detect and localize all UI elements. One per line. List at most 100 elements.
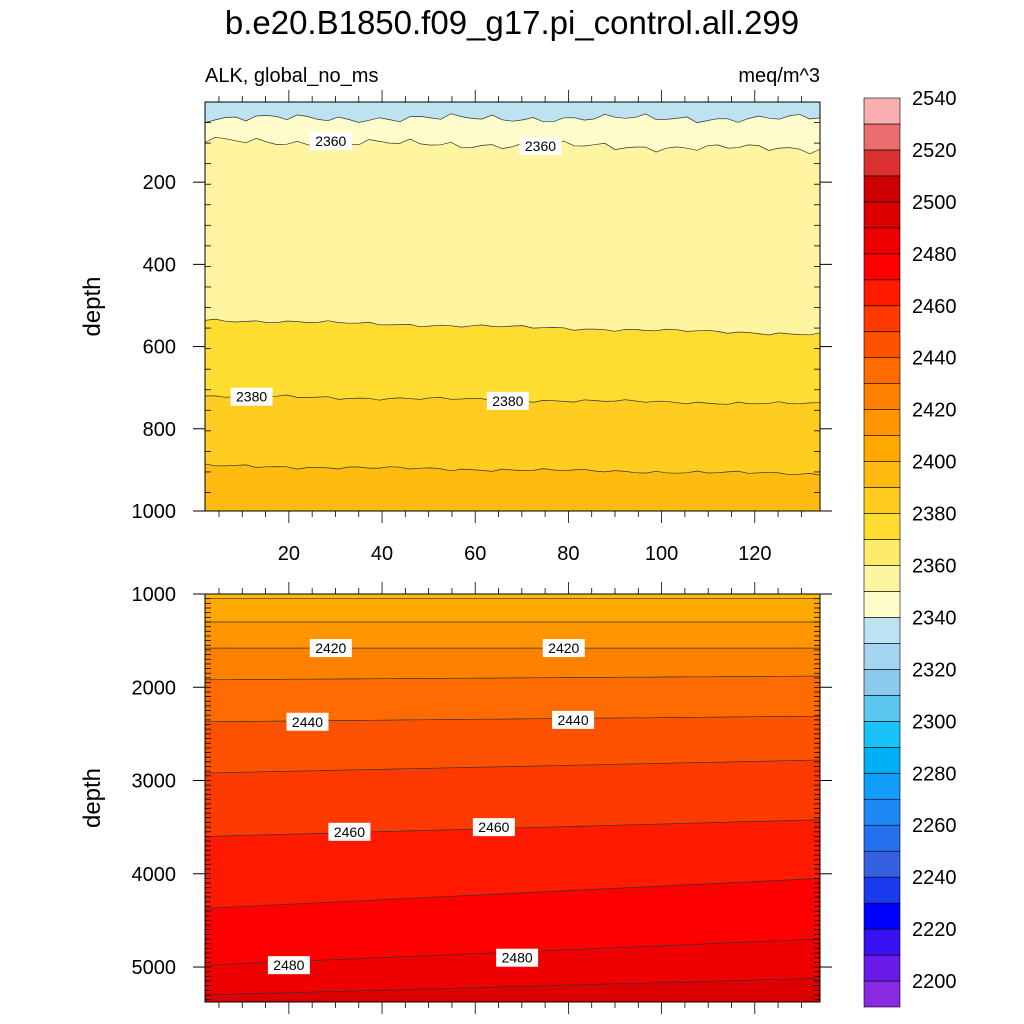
contour-label-text: 2440 [292, 714, 323, 730]
colorbar-box [863, 902, 901, 930]
contour-line [205, 878, 820, 909]
colorbar-label: 2300 [912, 711, 957, 733]
colorbar-box [863, 253, 901, 281]
colorbar-box [863, 591, 901, 618]
contour-band [205, 978, 820, 1002]
contour-label-box [519, 136, 562, 155]
contour-band [205, 464, 820, 511]
x-tick-label: 60 [464, 543, 486, 565]
contour-label: 2360 [519, 136, 562, 155]
contour-label: 2460 [328, 822, 371, 841]
contour-label-box [309, 132, 352, 151]
colorbar-box [863, 149, 901, 177]
x-tick-label: 40 [371, 543, 393, 565]
contour-label: 2380 [486, 391, 529, 410]
x-tick-label: 100 [645, 543, 678, 565]
y-tick-label: 3000 [132, 771, 177, 793]
colorbar-label: 2500 [912, 192, 957, 214]
contour-label-box [230, 387, 273, 406]
contour-label: 2440 [286, 712, 329, 731]
plot-frame-upper [204, 101, 821, 512]
contour-fills-lower: 2420 2420 2440 2440 2460 2460 2480 2480 [205, 594, 820, 1002]
y-tick-label: 800 [143, 419, 176, 441]
chart-subtitle-units: meq/m^3 [738, 65, 820, 87]
colorbar-box [863, 175, 901, 203]
contour-label-box [486, 391, 529, 410]
chart-subtitle-variable: ALK, global_no_ms [205, 65, 378, 87]
colorbar-box [863, 954, 901, 982]
contour-label-text: 2380 [492, 393, 523, 409]
x-tick-label: 20 [278, 543, 300, 565]
colorbar-box [863, 721, 901, 748]
plot-area: 2360 2360 2380 2380 200 400 600 800 1000 20 40 60 80… [79, 90, 832, 1014]
colorbar-label: 2260 [912, 815, 957, 837]
colorbar-box [863, 746, 901, 774]
colorbar-box [863, 695, 901, 722]
y-tick-label: 5000 [132, 957, 177, 979]
contour-label-text: 2420 [548, 640, 579, 656]
colorbar-box [863, 201, 901, 229]
colorbar-box [863, 850, 901, 878]
axes-lower: 1000 2000 3000 4000 5000 depth [79, 582, 832, 1014]
contour-label: 2480 [267, 956, 310, 975]
colorbar-label: 2420 [912, 400, 957, 422]
contour-label: 2460 [472, 818, 515, 837]
contour-label-text: 2360 [315, 133, 346, 149]
contour-label-box [286, 712, 329, 731]
contour-label: 2360 [309, 132, 352, 151]
x-tick-label: 80 [557, 543, 579, 565]
contour-line [205, 113, 820, 124]
colorbar-label: 2540 [912, 88, 957, 110]
colorbar-box [863, 798, 901, 826]
colorbar-box [863, 97, 901, 125]
colorbar-box [863, 435, 901, 462]
colorbar-box [863, 876, 901, 904]
colorbar: 2200 2220 2240 2260 2280 2300 2320 2340 2360 2380… [863, 88, 957, 1008]
contour-line [205, 977, 820, 996]
contour-label-text: 2460 [334, 824, 365, 840]
colorbar-box [863, 409, 901, 436]
colorbar-box [863, 565, 901, 592]
plot-frame-lower [204, 593, 821, 1003]
colorbar-label: 2220 [912, 919, 957, 941]
colorbar-label: 2280 [912, 763, 957, 785]
colorbar-label: 2520 [912, 140, 957, 162]
colorbar-label: 2380 [912, 504, 957, 526]
contour-label-text: 2480 [502, 950, 533, 966]
colorbar-label: 2240 [912, 867, 957, 889]
colorbar-box [863, 357, 901, 384]
y-tick-label: 200 [143, 172, 176, 194]
colorbar-box [863, 772, 901, 800]
contour-label-box [542, 639, 585, 658]
contour-label-box [552, 710, 595, 729]
contour-label-box [309, 639, 352, 658]
colorbar-box [863, 617, 901, 644]
y-axis-label: depth [79, 276, 106, 336]
y-tick-label: 600 [143, 337, 176, 359]
colorbar-label: 2340 [912, 607, 957, 629]
colorbar-label: 2400 [912, 452, 957, 474]
colorbar-box [863, 928, 901, 956]
contour-line [205, 463, 820, 476]
contour-label: 2440 [552, 710, 595, 729]
contour-label-box [267, 956, 310, 975]
x-tick-label: 120 [738, 543, 771, 565]
axes-upper: 200 400 600 800 1000 20 40 60 80 100 120 depth [79, 90, 832, 565]
y-tick-label: 1000 [132, 501, 177, 523]
contour-label-text: 2360 [525, 138, 556, 154]
colorbar-box [863, 487, 901, 514]
colorbar-box [863, 279, 901, 307]
contour-fills-upper: 2360 2360 2380 2380 [205, 102, 820, 511]
colorbar-label: 2480 [912, 244, 957, 266]
contour-label-text: 2460 [478, 819, 509, 835]
chart-title: b.e20.B1850.f09_g17.pi_control.all.299 [225, 4, 799, 41]
contour-label: 2380 [230, 387, 273, 406]
contour-label-text: 2420 [315, 640, 346, 656]
colorbar-box [863, 669, 901, 696]
contour-label-text: 2380 [236, 389, 267, 405]
colorbar-box [863, 980, 901, 1008]
colorbar-label: 2320 [912, 659, 957, 681]
y-tick-label: 1000 [132, 584, 177, 606]
